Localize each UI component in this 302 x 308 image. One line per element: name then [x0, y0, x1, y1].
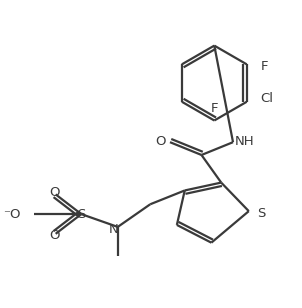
Text: O: O: [155, 135, 165, 148]
Text: NH: NH: [235, 135, 255, 148]
Text: F: F: [210, 102, 218, 115]
Text: Cl: Cl: [260, 92, 273, 105]
Text: N: N: [109, 223, 119, 236]
Text: O: O: [50, 186, 60, 199]
Text: S: S: [77, 208, 85, 221]
Text: F: F: [261, 60, 268, 73]
Text: ⁻O: ⁻O: [3, 208, 20, 221]
Text: O: O: [50, 229, 60, 242]
Text: S: S: [257, 207, 266, 220]
